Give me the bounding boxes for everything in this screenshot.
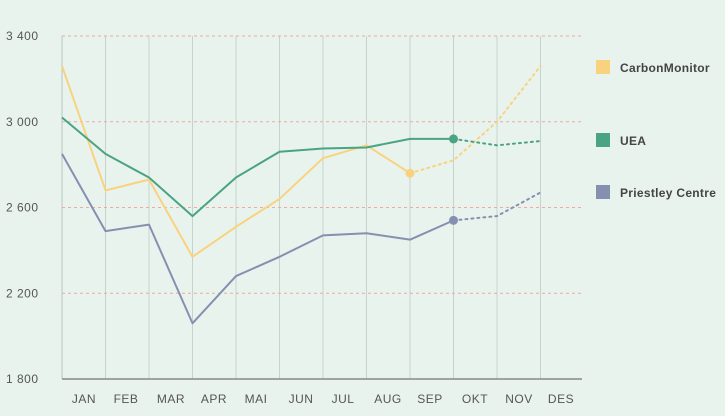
legend: CarbonMonitor UEA Priestley Centre xyxy=(596,60,716,200)
x-tick-label: JAN xyxy=(72,392,96,406)
y-tick-label: 2 200 xyxy=(6,286,39,300)
series-endpoint xyxy=(449,215,458,225)
axes: 1 800 2 200 2 600 3 000 3 400 JAN FEB MAR APR MAI… xyxy=(6,29,582,406)
series-line-forecast xyxy=(452,137,542,147)
x-tick-label: OKT xyxy=(462,392,488,406)
x-tick-label: AUG xyxy=(374,392,402,406)
series-line-actual xyxy=(61,153,454,325)
legend-item: UEA xyxy=(596,133,646,148)
legend-label: CarbonMonitor xyxy=(620,61,710,75)
series-uea xyxy=(61,116,542,218)
series-line-actual xyxy=(61,116,454,218)
y-tick-label: 1 800 xyxy=(6,372,39,386)
y-tick-label: 3 400 xyxy=(6,29,39,43)
series-priestley-centre xyxy=(61,153,542,325)
legend-item: Priestley Centre xyxy=(596,185,716,200)
y-tick-label: 2 600 xyxy=(6,201,39,215)
x-tick-label: JUN xyxy=(289,392,314,406)
x-tick-label: NOV xyxy=(505,392,533,406)
series-line-forecast xyxy=(409,65,542,175)
legend-label: UEA xyxy=(620,134,646,148)
series-endpoint xyxy=(449,134,458,144)
legend-swatch xyxy=(596,185,610,199)
x-tick-label: SEP xyxy=(417,392,443,406)
series-line-forecast xyxy=(452,191,542,222)
grid xyxy=(61,35,582,379)
x-tick-label: APR xyxy=(201,392,227,406)
x-tick-label: DES xyxy=(548,392,574,406)
legend-label: Priestley Centre xyxy=(620,186,716,200)
series-lines xyxy=(61,65,542,325)
series-line-actual xyxy=(61,65,411,258)
legend-swatch xyxy=(596,60,610,74)
series-carbonmonitor xyxy=(61,65,542,258)
x-tick-label: MAI xyxy=(245,392,268,406)
legend-item: CarbonMonitor xyxy=(596,60,710,75)
legend-swatch xyxy=(596,133,610,147)
x-tick-label: MAR xyxy=(157,392,185,406)
series-endpoint xyxy=(405,168,415,178)
y-tick-label: 3 000 xyxy=(6,115,39,129)
x-tick-label: JUL xyxy=(332,392,355,406)
x-tick-label: FEB xyxy=(114,392,139,406)
